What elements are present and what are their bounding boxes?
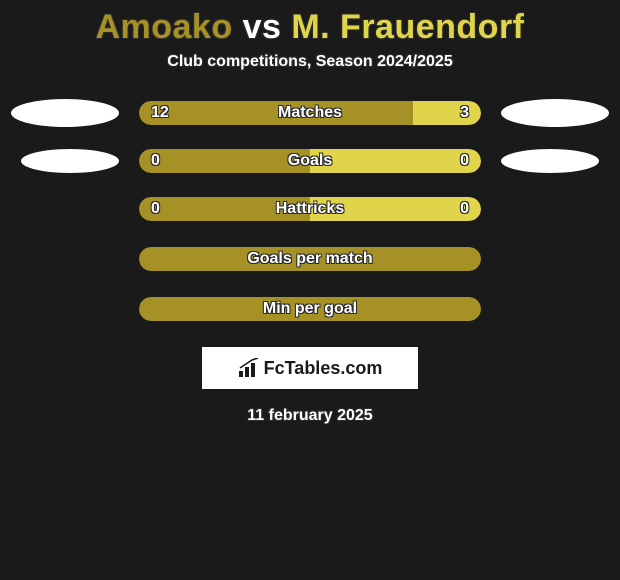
stat-label: Goals per match xyxy=(139,247,481,271)
chart-icon xyxy=(238,358,260,378)
player2-marker xyxy=(501,245,609,273)
player1-marker xyxy=(11,99,119,127)
stat-value-right: 3 xyxy=(460,101,469,125)
subtitle: Club competitions, Season 2024/2025 xyxy=(0,53,620,71)
vs-text: vs xyxy=(243,8,282,46)
player2-marker xyxy=(501,99,609,127)
stat-bar: Hattricks0 0 xyxy=(139,197,481,221)
logo-box: FcTables.com xyxy=(202,347,418,389)
comparison-row: Hattricks0 0 xyxy=(0,195,620,223)
stat-label: Goals xyxy=(139,149,481,173)
comparison-rows: Matches123Goals00Hattricks00Goals per ma… xyxy=(0,99,620,323)
comparison-row: Goals per match xyxy=(0,245,620,273)
page-title: Amoako vs M. Frauendorf xyxy=(0,8,620,47)
player1-marker xyxy=(11,245,119,273)
comparison-row: Matches12 3 xyxy=(0,99,620,127)
stat-bar: Min per goal xyxy=(139,297,481,321)
logo-text: FcTables.com xyxy=(264,358,383,379)
stat-label: Min per goal xyxy=(139,297,481,321)
player1-marker xyxy=(21,149,119,173)
player1-marker xyxy=(11,195,119,223)
player1-marker xyxy=(11,295,119,323)
stat-label: Matches xyxy=(139,101,481,125)
player1-name: Amoako xyxy=(95,8,232,46)
comparison-card: Amoako vs M. Frauendorf Club competition… xyxy=(0,0,620,580)
stat-value-left: 0 xyxy=(151,149,160,173)
stat-value-left: 12 xyxy=(151,101,169,125)
comparison-row: Min per goal xyxy=(0,295,620,323)
player2-marker xyxy=(501,149,599,173)
stat-label: Hattricks xyxy=(139,197,481,221)
stat-value-right: 0 xyxy=(460,197,469,221)
stat-value-right: 0 xyxy=(460,149,469,173)
stat-bar: Matches12 3 xyxy=(139,101,481,125)
comparison-row: Goals0 0 xyxy=(0,149,620,173)
player2-marker xyxy=(501,195,609,223)
stat-bar: Goals per match xyxy=(139,247,481,271)
player2-name: M. Frauendorf xyxy=(291,8,524,46)
stat-value-left: 0 xyxy=(151,197,160,221)
player2-marker xyxy=(501,295,609,323)
stat-bar: Goals0 0 xyxy=(139,149,481,173)
date: 11 february 2025 xyxy=(0,407,620,425)
